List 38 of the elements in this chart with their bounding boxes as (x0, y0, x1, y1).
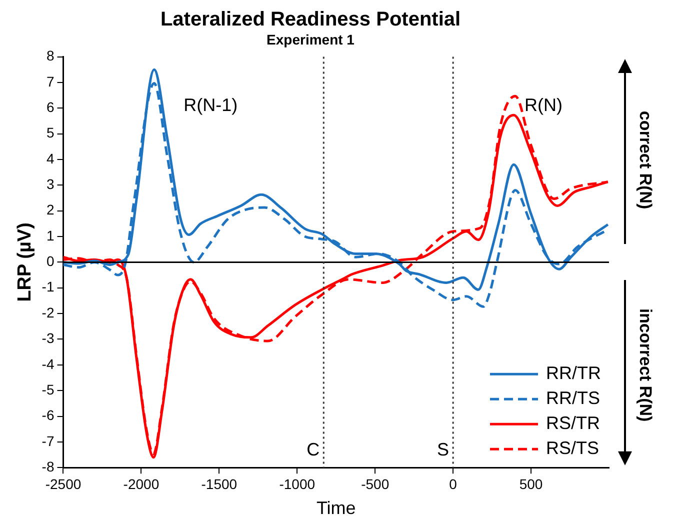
y-tick-label: 2 (46, 202, 54, 218)
x-tick-label: -2000 (123, 476, 160, 492)
text: correct R(N) (635, 110, 655, 209)
y-tick-label: -5 (42, 381, 54, 398)
annotation: R(N-1) (184, 95, 238, 116)
x-tick-label: -2500 (45, 476, 82, 492)
y-tick-label: -2 (42, 304, 54, 320)
y-axis-title: LRP (µV) (14, 222, 36, 302)
legend-label: RS/TR (546, 413, 600, 434)
y-tick-label: -8 (42, 458, 54, 474)
y-tick-label: -7 (42, 432, 54, 449)
y-tick-label: 6 (46, 99, 54, 116)
chart-title: Lateralized Readiness Potential (160, 8, 461, 31)
y-tick-label: -4 (42, 356, 54, 372)
legend-label: RR/TS (546, 388, 600, 408)
y-tick-label: 8 (46, 48, 54, 64)
y-tick-label: -3 (42, 330, 54, 346)
x-axis-title: Time (316, 498, 356, 518)
x-tick-label: -1000 (279, 476, 316, 492)
x-tick-label: 0 (449, 476, 458, 492)
chart-subtitle: Experiment 1 (266, 31, 355, 48)
x-tick-label: -1500 (201, 476, 238, 492)
y-tick-label: 4 (46, 150, 54, 166)
y-tick-label: 7 (46, 73, 54, 90)
y-tick-label: 3 (46, 176, 54, 192)
y-tick-label: 0 (46, 253, 54, 270)
x-tick-label: 500 (519, 476, 543, 492)
ref-line-label: C (306, 440, 320, 460)
text: incorrect R(N) (635, 308, 655, 422)
y-tick-label: -6 (42, 407, 54, 424)
x-tick-label: -500 (361, 476, 390, 492)
y-tick-label: -1 (42, 278, 54, 295)
annotation: R(N) (524, 95, 563, 116)
legend-label: RR/TR (546, 363, 602, 384)
legend-label: RS/TS (546, 438, 600, 458)
ref-line-label: S (437, 440, 450, 460)
y-tick-label: 1 (46, 227, 54, 244)
y-tick-label: 5 (46, 124, 54, 141)
